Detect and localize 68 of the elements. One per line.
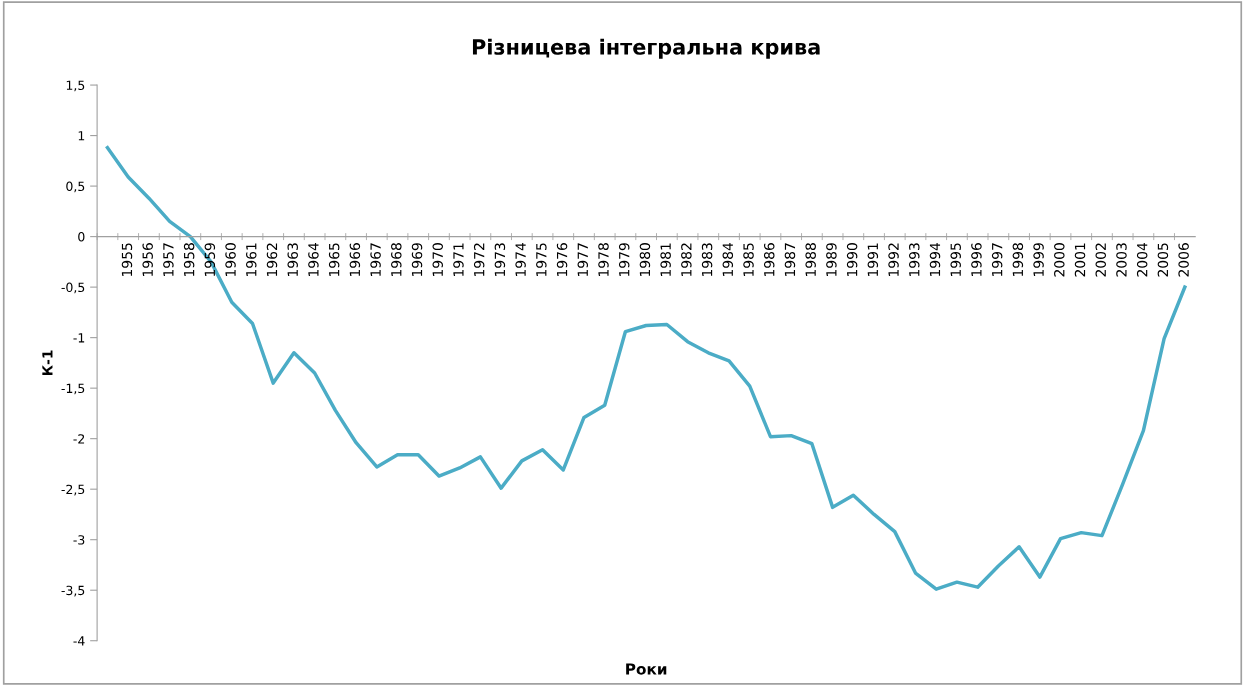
x-tick-label: 1983 — [701, 243, 713, 276]
x-tick-label: 1979 — [618, 243, 630, 276]
x-tick-label: 1996 — [971, 243, 982, 276]
y-tick-label: -3,5 — [61, 585, 85, 597]
x-tick-label: 1966 — [349, 243, 361, 276]
x-tick-label: 1978 — [598, 243, 609, 276]
x-tick-label: 1972 — [473, 243, 485, 276]
x-tick-label: 1980 — [639, 243, 651, 276]
x-tick-label: 1955 — [121, 243, 133, 276]
y-tick-label: -3 — [73, 535, 85, 545]
x-tick-label: 1995 — [950, 243, 961, 276]
chart-title: Різницева інтегральна крива — [472, 38, 820, 59]
x-tick-label: 2003 — [1116, 243, 1127, 277]
y-tick-label: -2 — [73, 434, 85, 444]
x-tick-label: 1958 — [183, 243, 195, 276]
x-tick-label: 1964 — [308, 242, 319, 276]
y-tick-label: -1,5 — [61, 383, 85, 395]
x-tick-label: 1992 — [888, 243, 899, 276]
y-tick-label: 0,5 — [66, 181, 85, 193]
x-tick-label: 2005 — [1157, 243, 1169, 277]
x-tick-label: 1967 — [370, 243, 381, 276]
x-tick-label: 1969 — [411, 243, 423, 276]
x-tick-label: 1973 — [494, 243, 506, 276]
x-tick-label: 2004 — [1136, 242, 1148, 277]
x-tick-label: 1975 — [536, 243, 547, 276]
x-tick-label: 1998 — [1012, 243, 1024, 276]
x-tick-label: 2001 — [1074, 243, 1086, 277]
y-tick-label: 1 — [78, 131, 85, 141]
x-tick-label: 1959 — [204, 243, 216, 276]
y-tick-label: -0,5 — [61, 282, 85, 294]
x-tick-label: 1971 — [453, 243, 464, 276]
x-tick-label: 1989 — [826, 243, 837, 276]
y-tick-label: -2,5 — [61, 484, 85, 496]
y-axis-title: К-1 — [42, 350, 53, 376]
x-tick-label: 1990 — [846, 243, 858, 276]
x-tick-label: 1994 — [929, 242, 941, 276]
x-tick-label: 1985 — [743, 243, 754, 276]
x-tick-label: 1997 — [991, 243, 1003, 276]
x-tick-label: 1984 — [722, 242, 734, 276]
x-tick-label: 1999 — [1033, 243, 1044, 276]
x-tick-label: 1981 — [660, 243, 671, 276]
x-tick-label: 1960 — [225, 243, 236, 276]
x-tick-label: 1988 — [805, 243, 816, 276]
x-tick-label: 1976 — [556, 243, 568, 276]
x-tick-label: 1962 — [266, 243, 278, 276]
x-tick-label: 1991 — [867, 243, 879, 276]
y-tick-label: -4 — [73, 636, 85, 646]
x-axis-title: Роки — [626, 663, 667, 675]
x-tick-label: 1987 — [784, 243, 796, 276]
x-tick-label: 1963 — [287, 243, 298, 276]
x-tick-label: 1956 — [142, 243, 153, 276]
line-series — [105, 145, 1187, 591]
x-tick-label: 1982 — [681, 243, 692, 276]
y-tick-label: 0 — [78, 232, 85, 242]
x-tick-label: 1957 — [163, 243, 174, 276]
y-tick-label: 1,5 — [66, 80, 85, 92]
x-tick-label: 2000 — [1054, 243, 1065, 277]
y-tick-label: -1 — [73, 333, 85, 343]
x-tick-label: 1993 — [909, 243, 920, 276]
x-tick-label: 1970 — [432, 243, 443, 276]
x-tick-label: 2002 — [1095, 243, 1106, 277]
x-tick-label: 1961 — [246, 243, 257, 276]
x-tick-label: 1986 — [763, 243, 775, 276]
x-tick-label: 2006 — [1178, 243, 1189, 277]
x-tick-label: 1974 — [515, 242, 526, 276]
x-tick-label: 1977 — [577, 243, 589, 276]
x-tick-label: 1965 — [328, 243, 340, 276]
x-tick-label: 1968 — [391, 243, 402, 276]
